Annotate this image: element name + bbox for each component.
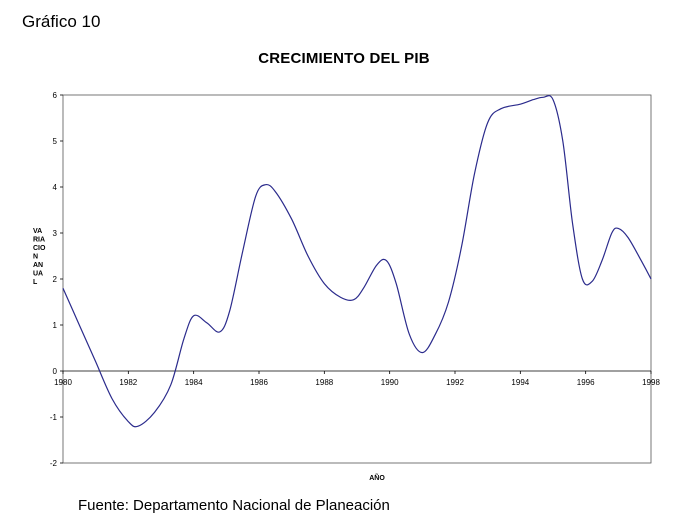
y-tick-label: -2 (50, 459, 58, 468)
figure-label: Gráfico 10 (22, 12, 101, 31)
chart-title: CRECIMIENTO DEL PIB (258, 50, 430, 67)
x-tick-label: 1982 (119, 378, 137, 387)
y-axis-title-line: UA (33, 271, 43, 278)
y-axis-title-line: N (33, 254, 38, 261)
series-layer (62, 95, 652, 428)
x-tick-label: 1998 (642, 378, 660, 387)
y-tick-label: 0 (53, 367, 58, 376)
gdp-growth-line (62, 95, 652, 428)
y-axis-title-line: L (33, 279, 38, 286)
x-tick-label: 1988 (315, 378, 333, 387)
x-tick-label: 1992 (446, 378, 464, 387)
x-axis-title: AÑO (369, 473, 385, 482)
y-tick-label: -1 (50, 413, 58, 422)
x-tick-label: 1994 (511, 378, 529, 387)
axes-layer (60, 94, 652, 464)
y-axis-title-line: AN (33, 262, 43, 269)
y-tick-label: 6 (53, 91, 58, 100)
labels-layer: -2 -1 0 1 2 3 4 5 6 1980 1982 1984 1986 1988 1990 1992 1… (33, 91, 660, 482)
plot-frame (62, 94, 652, 464)
x-tick-label: 1984 (185, 378, 203, 387)
y-axis-title-line: VA (33, 228, 42, 235)
y-tick-label: 2 (53, 275, 58, 284)
x-tick-label: 1980 (54, 378, 72, 387)
x-tick-label: 1990 (381, 378, 399, 387)
y-tick-label: 1 (53, 321, 58, 330)
y-tick-label: 3 (53, 229, 58, 238)
y-tick-label: 5 (53, 137, 58, 146)
x-tick-label: 1996 (577, 378, 595, 387)
y-axis-title-line: CIO (33, 245, 46, 252)
x-tick-label: 1986 (250, 378, 268, 387)
y-axis-title-line: RIA (33, 237, 45, 244)
y-tick-label: 4 (53, 183, 58, 192)
source-note: Fuente: Departamento Nacional de Planeac… (78, 497, 390, 514)
